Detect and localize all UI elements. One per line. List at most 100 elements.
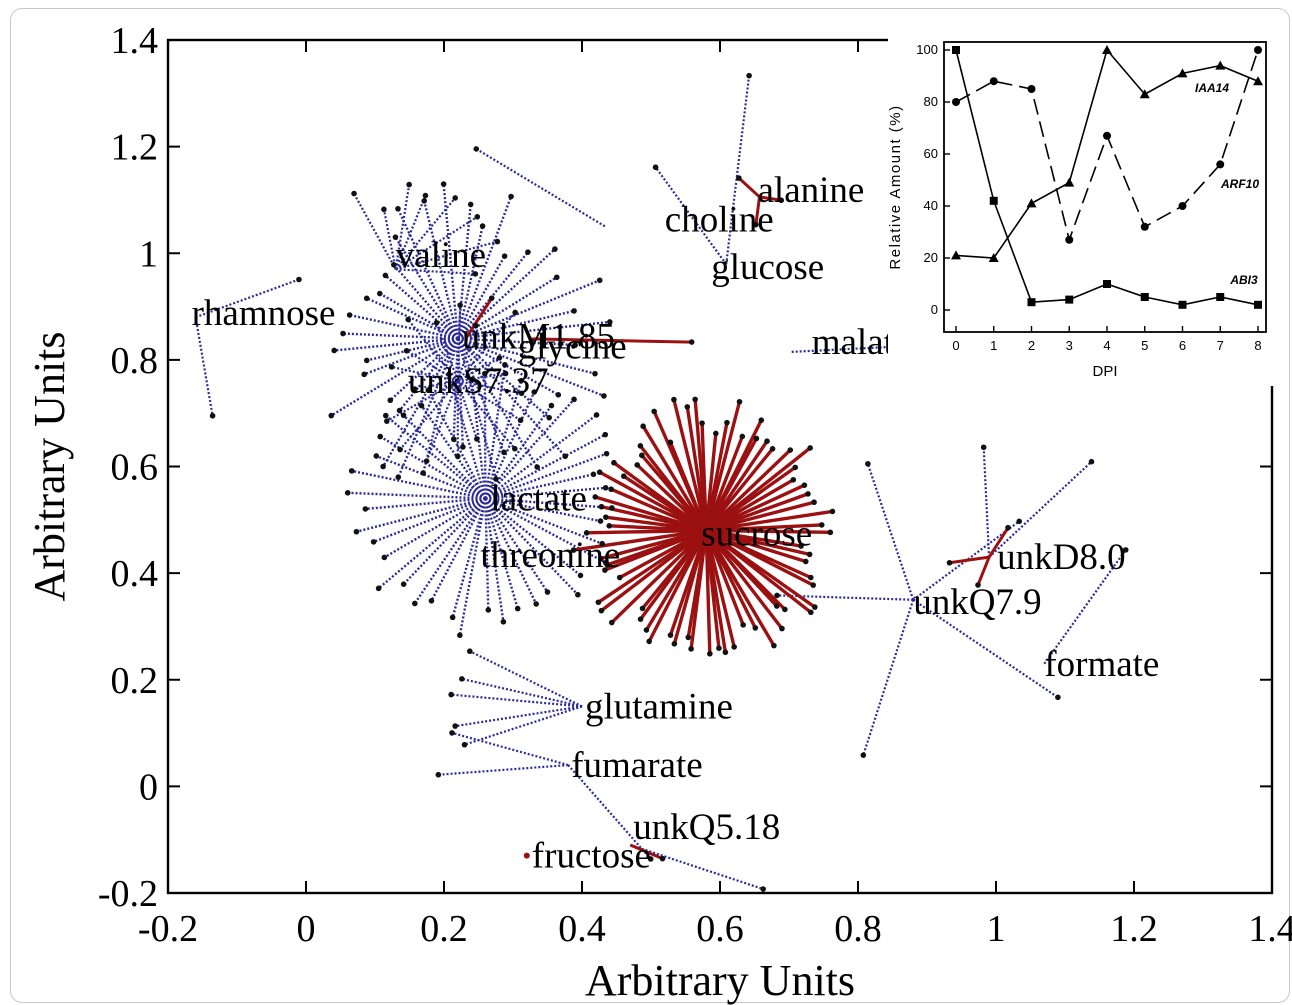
- edge-endpoint: [760, 886, 766, 892]
- edge-endpoint: [607, 319, 613, 325]
- edge-line: [464, 705, 583, 746]
- edge-line: [597, 529, 708, 604]
- edge-endpoint: [659, 855, 666, 862]
- edge-line: [737, 176, 761, 199]
- inset-x-tick-label: 1: [990, 338, 997, 353]
- edge-endpoint: [806, 551, 813, 558]
- edge-line: [330, 337, 459, 417]
- inset-marker-square: [1254, 300, 1262, 309]
- edge-endpoint: [473, 146, 480, 152]
- edge-line: [704, 401, 742, 531]
- edge-line: [705, 448, 792, 532]
- edge-line: [484, 497, 582, 577]
- inset-marker-triangle: [1102, 45, 1112, 54]
- edge-endpoint: [1016, 518, 1023, 525]
- edge-endpoint: [782, 606, 788, 613]
- inset-marker-circle: [989, 77, 998, 86]
- edge-endpoint: [652, 164, 659, 171]
- metabolite-label: alanine: [758, 170, 865, 211]
- edge-line: [457, 279, 601, 340]
- edge-endpoint: [771, 642, 777, 649]
- edge-endpoint: [517, 417, 524, 424]
- inset-marker-triangle: [951, 250, 961, 260]
- edge-endpoint: [865, 460, 871, 467]
- edge-line: [704, 530, 712, 654]
- edge-endpoint: [460, 444, 466, 450]
- edge-endpoint: [746, 72, 752, 79]
- edge-endpoint: [496, 355, 503, 361]
- edge-line: [427, 389, 487, 500]
- edge-endpoint: [606, 523, 613, 529]
- edge-line: [705, 509, 833, 533]
- edge-line: [987, 526, 1010, 558]
- edge-endpoint: [774, 592, 780, 599]
- edge-endpoint: [403, 347, 410, 354]
- edge-line: [394, 195, 427, 270]
- edge-line: [641, 425, 708, 532]
- edge-endpoint: [525, 249, 531, 255]
- edge-line: [484, 452, 608, 500]
- metabolite-label: lactate: [490, 478, 587, 519]
- edge-endpoint: [980, 444, 987, 451]
- edge-line: [399, 380, 459, 451]
- edge-line: [377, 497, 487, 590]
- edge-endpoint: [602, 484, 609, 491]
- edge-endpoint: [449, 614, 456, 621]
- edge-endpoint: [637, 443, 644, 449]
- edge-line: [452, 338, 459, 440]
- edge-endpoint: [599, 540, 605, 547]
- metabolite-label: unkQ7.9: [913, 582, 1041, 623]
- edge-endpoint: [420, 470, 426, 476]
- edge-endpoint: [707, 650, 713, 657]
- edge-line: [484, 380, 523, 499]
- edge-endpoint: [340, 330, 346, 337]
- edge-endpoint: [363, 295, 370, 302]
- edge-endpoint: [752, 625, 759, 631]
- edge-line: [976, 556, 991, 586]
- edge-endpoint: [808, 609, 814, 616]
- edge-endpoint: [400, 412, 407, 419]
- edge-line: [641, 529, 708, 610]
- edge-line: [594, 495, 707, 533]
- edge-line: [705, 500, 815, 533]
- edge-line: [754, 196, 761, 225]
- inset-marker-triangle: [1177, 68, 1188, 78]
- edge-endpoint: [501, 253, 508, 259]
- edge-line: [484, 433, 606, 500]
- edge-endpoint: [829, 508, 836, 515]
- edge-line: [668, 441, 708, 532]
- edge-endpoint: [620, 473, 627, 479]
- edge-line: [600, 528, 707, 561]
- edge-endpoint: [651, 408, 657, 415]
- edge-endpoint: [753, 221, 759, 228]
- edge-endpoint: [346, 312, 353, 318]
- inset-marker-triangle: [1253, 76, 1263, 86]
- inset-x-axis-label: DPI: [1092, 363, 1117, 380]
- metabolite-label: formate: [1044, 644, 1159, 685]
- edge-endpoint: [485, 607, 492, 613]
- edge-endpoint: [512, 309, 518, 316]
- edge-endpoint: [457, 302, 463, 308]
- edge-endpoint: [798, 543, 804, 549]
- edge-endpoint: [435, 771, 442, 778]
- edge-line: [629, 843, 764, 891]
- edge-line: [654, 166, 728, 265]
- edge-endpoint: [812, 604, 818, 610]
- inset-marker-square: [1216, 293, 1225, 301]
- edge-endpoint: [514, 605, 521, 612]
- inset-marker-square: [952, 46, 960, 54]
- metabolite-label: glucose: [711, 247, 824, 288]
- edge-endpoint: [805, 491, 811, 497]
- edge-endpoint: [546, 414, 552, 421]
- metabolite-label: unkD8.0: [997, 537, 1125, 578]
- edge-endpoint: [671, 396, 677, 403]
- inset-background: [888, 30, 1276, 386]
- edge-endpoint: [802, 558, 809, 565]
- edge-endpoint: [643, 627, 650, 633]
- edge-endpoint: [810, 582, 816, 588]
- edge-endpoint: [590, 471, 597, 478]
- edge-line: [610, 529, 708, 624]
